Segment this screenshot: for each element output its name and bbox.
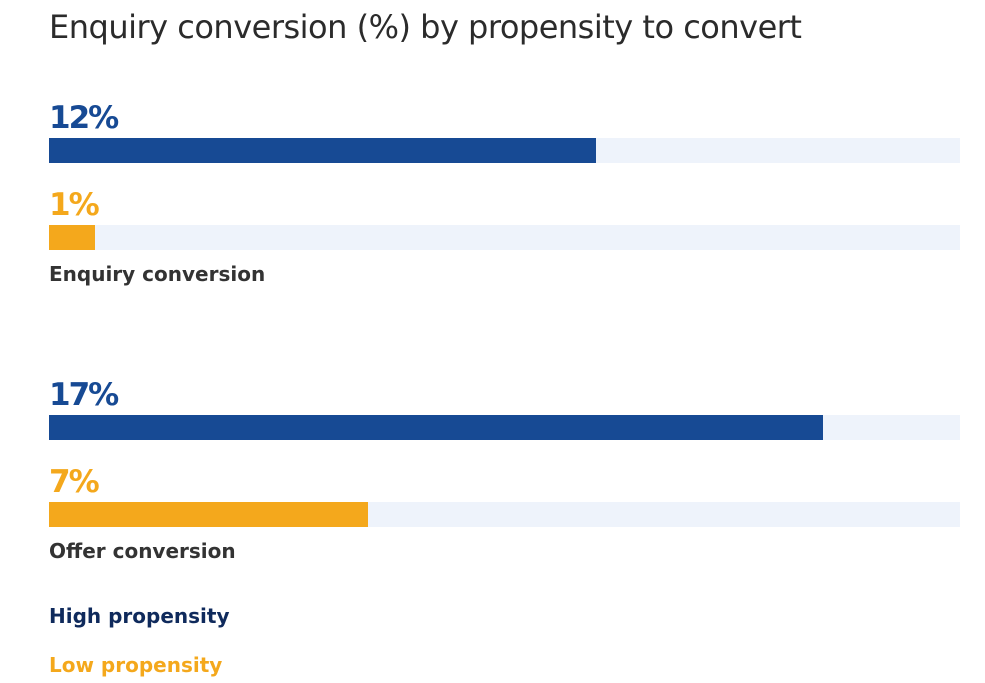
bar [49,415,824,440]
bar [49,138,596,163]
low-value-label: 1% [49,187,100,223]
group-offer-conversion: 17% 7% Offer conversion [49,375,960,563]
bar-track [49,225,960,250]
category-label: Enquiry conversion [49,262,266,286]
bar [49,502,368,527]
high-value-label: 17% [49,377,119,413]
category-label: Offer conversion [49,539,236,563]
chart-title: Enquiry conversion (%) by propensity to … [49,8,802,46]
high-value-label: 12% [49,100,119,136]
group-enquiry-conversion: 12% 1% Enquiry conversion [49,98,960,286]
bar-track [49,415,960,440]
bar-track [49,502,960,527]
legend-low-propensity: Low propensity [49,653,223,677]
low-value-label: 7% [49,464,100,500]
bar [49,225,95,250]
bar-track [49,138,960,163]
legend-high-propensity: High propensity [49,604,230,628]
